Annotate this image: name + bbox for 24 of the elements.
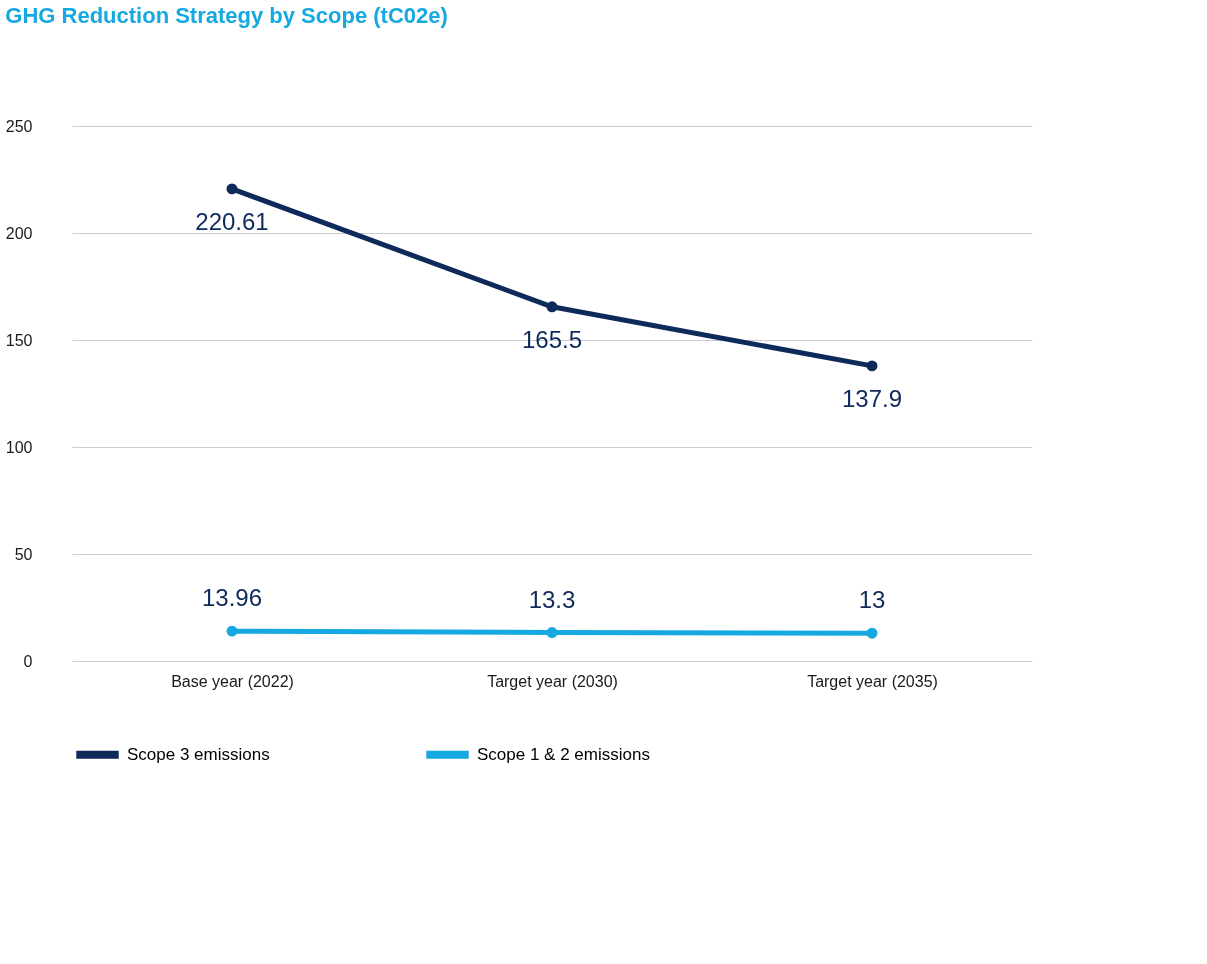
data-label: 165.5 (521, 325, 583, 353)
point (546, 627, 558, 638)
data-label: 13.3 (528, 585, 576, 613)
point (226, 625, 238, 637)
legend-label: Scope 3 emissions (127, 744, 270, 764)
y-tick-label: 150 (5, 331, 33, 349)
data-label: 13 (858, 586, 886, 614)
chart-title: GHG Reduction Strategy by Scope (tC02e) (5, 3, 448, 28)
data-label: 13.96 (201, 584, 263, 612)
point (546, 301, 558, 313)
y-tick-label: 250 (5, 117, 33, 135)
point (226, 183, 238, 195)
x-tick-label: Base year (2022) (171, 672, 294, 690)
y-tick-label: 50 (14, 545, 33, 563)
x-tick-label: Target year (2030) (487, 672, 618, 690)
legend-label: Scope 1 & 2 emissions (477, 744, 650, 764)
data-label: 220.61 (195, 207, 269, 235)
data-label: 137.9 (841, 384, 903, 412)
point (866, 360, 878, 372)
point (866, 627, 878, 639)
y-tick-label: 0 (23, 652, 33, 670)
y-tick-label: 100 (5, 438, 33, 456)
x-tick-label: Target year (2035) (807, 672, 938, 690)
y-tick-label: 200 (5, 224, 33, 242)
